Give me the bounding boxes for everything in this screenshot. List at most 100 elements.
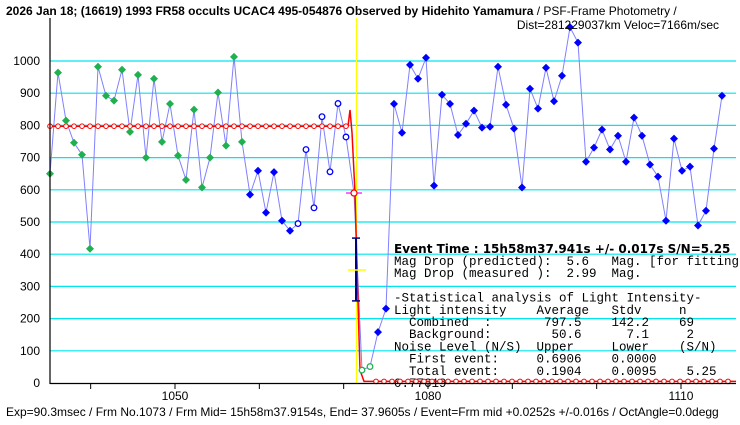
- model-point: [111, 123, 117, 130]
- model-point: [255, 123, 261, 130]
- stats-line: Mag Drop (predicted): 5.6 Mag. [for fitt…: [394, 255, 740, 269]
- y-tick-label: 500: [20, 215, 40, 229]
- data-point: [238, 137, 246, 146]
- x-tick-label: 1050: [162, 389, 189, 403]
- data-point: [262, 208, 270, 217]
- data-point: [326, 168, 334, 176]
- data-point: [662, 216, 670, 225]
- model-point: [279, 123, 285, 130]
- data-point: [470, 106, 478, 115]
- data-point: [398, 128, 406, 137]
- model-point: [287, 123, 293, 130]
- data-point: [446, 99, 454, 108]
- data-point: [558, 71, 566, 80]
- data-point: [414, 74, 422, 83]
- model-point: [135, 123, 141, 130]
- model-point: [223, 123, 229, 130]
- data-point: [126, 127, 134, 136]
- model-fit-line: [50, 109, 736, 383]
- data-point: [710, 144, 718, 153]
- data-point: [222, 141, 230, 150]
- data-point: [382, 304, 390, 313]
- data-point: [142, 153, 150, 162]
- model-point: [311, 123, 317, 130]
- data-point: [542, 63, 550, 72]
- event-time-text: Event Time : 15h58m37.941s +/- 0.017s S/…: [394, 242, 730, 256]
- data-point: [494, 62, 502, 71]
- data-point: [430, 181, 438, 190]
- model-point: [151, 123, 157, 130]
- data-point: [462, 119, 470, 128]
- data-point: [694, 221, 702, 230]
- data-point: [342, 133, 350, 141]
- y-tick-label: 0: [33, 376, 40, 390]
- model-point: [319, 123, 325, 130]
- model-point: [295, 123, 301, 130]
- data-point: [606, 145, 614, 154]
- stats-line: Total event: 0.1904 0.0095 5.25: [394, 365, 717, 379]
- data-point: [254, 166, 262, 175]
- data-point: [638, 131, 646, 140]
- data-point: [646, 160, 654, 169]
- data-point: [230, 52, 238, 61]
- model-point: [271, 123, 277, 130]
- data-point: [486, 122, 494, 131]
- y-tick-label: 700: [20, 151, 40, 165]
- model-point: [175, 123, 181, 130]
- data-point: [190, 105, 198, 114]
- data-point: [174, 151, 182, 160]
- model-point: [303, 123, 309, 130]
- data-points: [46, 23, 726, 374]
- data-point: [94, 62, 102, 71]
- model-point: [103, 123, 109, 130]
- model-point: [79, 123, 85, 130]
- footer-info: Exp=90.3msec / Frm No.1073 / Frm Mid= 15…: [6, 405, 719, 419]
- data-point: [198, 183, 206, 192]
- model-point: [87, 123, 93, 130]
- model-point: [183, 123, 189, 130]
- data-point: [134, 70, 142, 79]
- data-point: [438, 90, 446, 99]
- data-point: [454, 131, 462, 140]
- data-point: [526, 84, 534, 93]
- data-point: [670, 134, 678, 143]
- chart-title: 2026 Jan 18; (16619) 1993 FR58 occults U…: [6, 4, 677, 18]
- data-point: [518, 183, 526, 192]
- data-point: [678, 166, 686, 175]
- data-point: [110, 96, 118, 105]
- data-point: [78, 150, 86, 159]
- model-point: [167, 123, 173, 130]
- y-tick-label: 800: [20, 118, 40, 132]
- data-point: [150, 74, 158, 83]
- grid-lines: [50, 60, 736, 352]
- data-point: [622, 157, 630, 166]
- data-point: [406, 60, 414, 69]
- data-point: [478, 123, 486, 132]
- model-point: [127, 123, 133, 130]
- data-point: [590, 143, 598, 152]
- y-tick-label: 300: [20, 279, 40, 293]
- model-point: [191, 123, 197, 130]
- y-tick-label: 900: [20, 86, 40, 100]
- data-point: [374, 328, 382, 337]
- model-point: [327, 123, 333, 130]
- model-point: [71, 123, 77, 130]
- model-point: [95, 123, 101, 130]
- model-point: [231, 123, 237, 130]
- data-point: [630, 113, 638, 122]
- y-tick-label: 200: [20, 312, 40, 326]
- y-axis-labels: 0 100 200 300 400 500 600 700 800 900 1000: [13, 54, 40, 390]
- data-point: [294, 220, 302, 228]
- data-point: [654, 172, 662, 181]
- chart-subtitle: Dist=281229037km Veloc=7166m/sec: [517, 18, 719, 32]
- data-point: [182, 175, 190, 184]
- y-tick-label: 100: [20, 344, 40, 358]
- y-tick-label: 400: [20, 247, 40, 261]
- data-point: [702, 206, 710, 215]
- data-point: [214, 88, 222, 97]
- stats-line: Light intensity Average Stdv n: [394, 304, 687, 318]
- model-point: [239, 123, 245, 130]
- model-point: [63, 123, 69, 130]
- data-point: [206, 153, 214, 162]
